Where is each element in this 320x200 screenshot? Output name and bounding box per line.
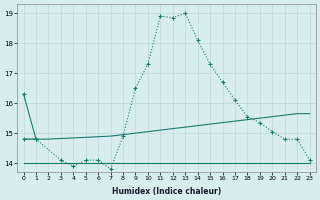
- X-axis label: Humidex (Indice chaleur): Humidex (Indice chaleur): [112, 187, 221, 196]
